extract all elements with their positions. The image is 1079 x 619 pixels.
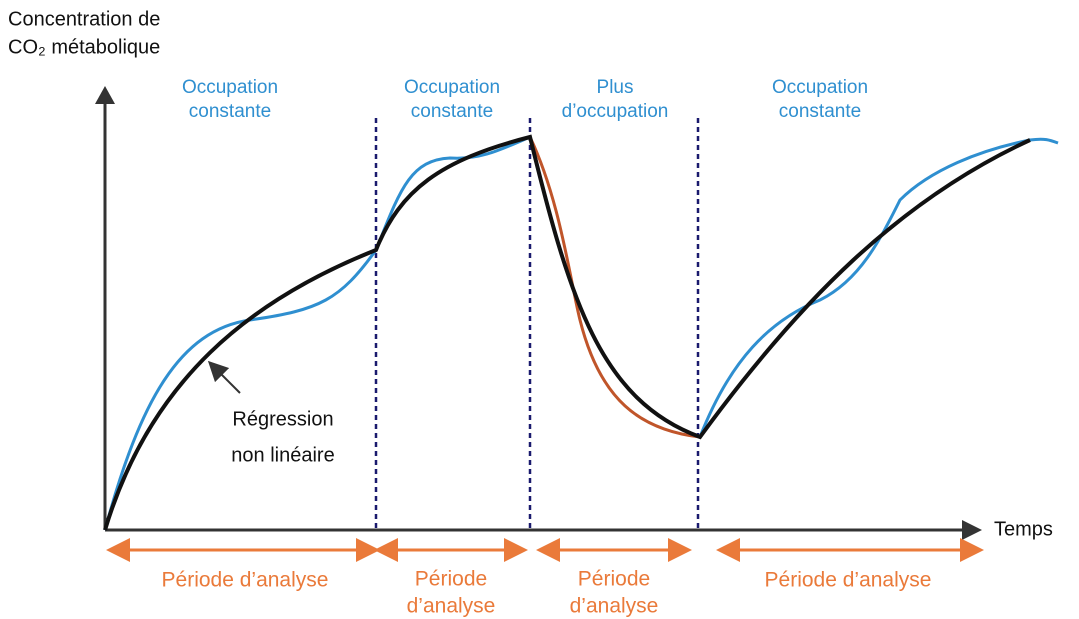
decay-curve [528,136,701,439]
segment-label: Occupation [772,77,868,98]
segment-label: constante [779,101,861,122]
segment-label: d’occupation [562,101,669,122]
annotation-arrow [207,360,241,394]
period-label: Période [415,568,487,591]
x-arrow [962,520,982,540]
segment-label: constante [189,101,271,122]
segment-label: Occupation [404,77,500,98]
segment-label: Occupation [182,77,278,98]
period-label: d’analyse [407,595,496,618]
measured-curve [103,135,531,531]
y-axis-label: Concentration de [8,8,160,30]
annotation: non linéaire [231,444,334,466]
period-label: Période d’analyse [765,569,932,592]
annotation: Régression [232,408,333,430]
period-label: Période d’analyse [162,569,329,592]
measured-curve [698,137,1059,438]
y-axis-label: CO₂ métabolique [8,36,160,58]
period-label: Période [578,568,650,591]
segment-label: Plus [597,77,634,98]
regression-curve [103,134,1031,531]
axes [95,86,982,540]
y-arrow [95,86,115,104]
x-axis-label: Temps [994,518,1053,540]
dividers [374,118,700,530]
period-label: d’analyse [570,595,659,618]
segment-label: constante [411,101,493,122]
